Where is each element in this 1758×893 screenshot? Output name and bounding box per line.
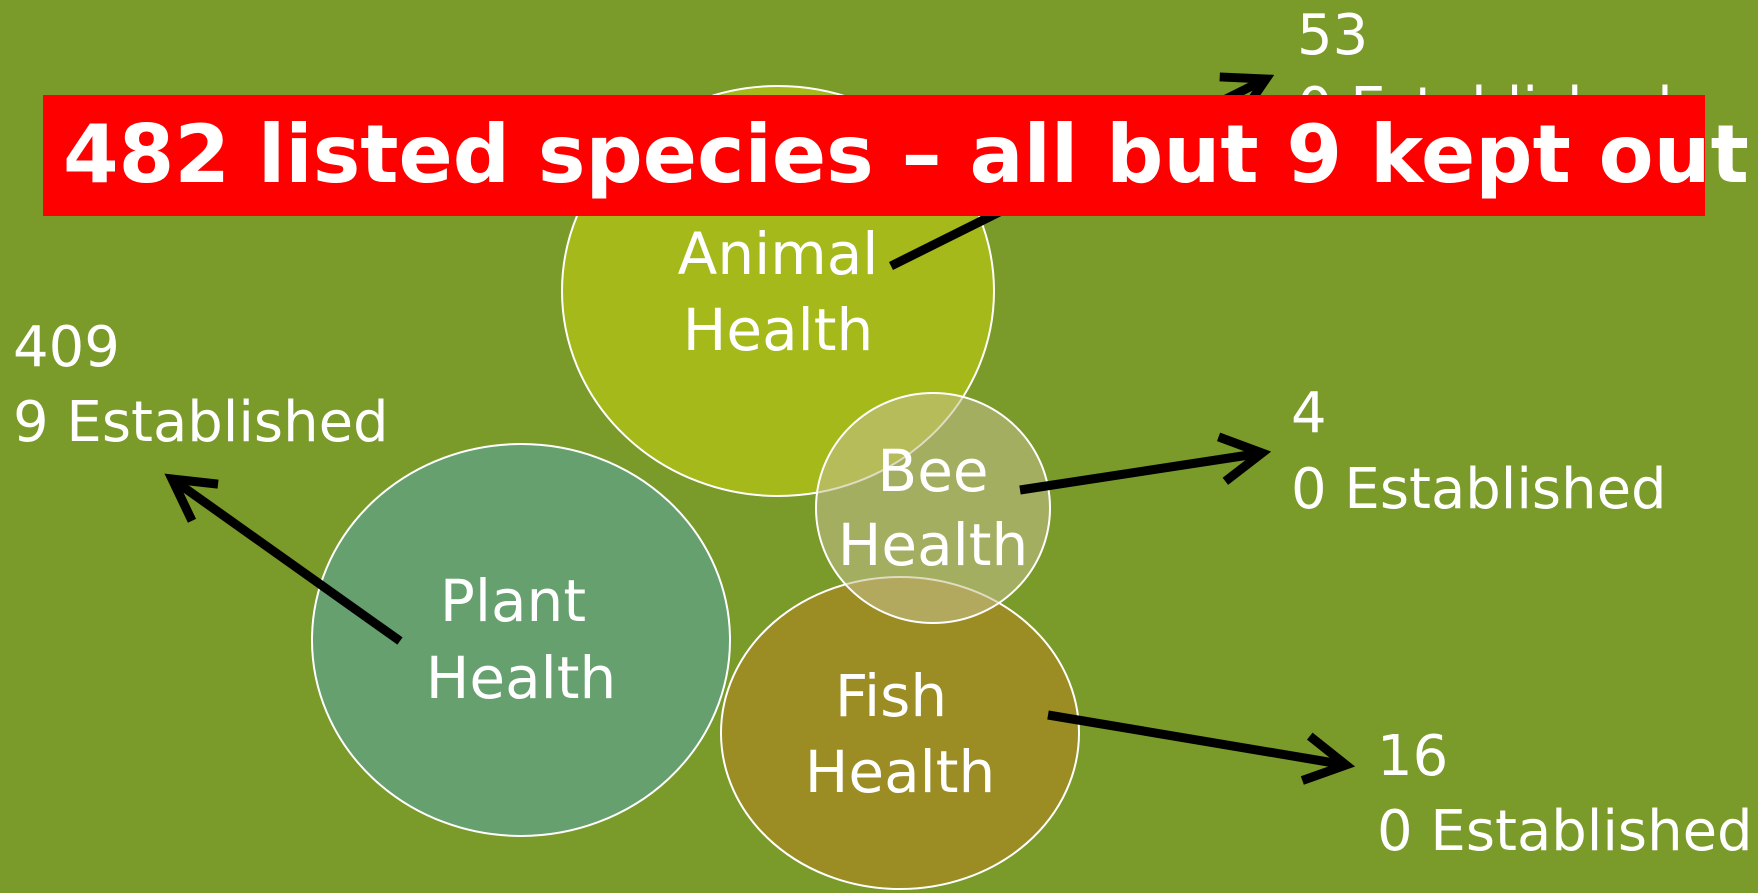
node-label: Fish — [835, 662, 947, 730]
plant-circle — [311, 443, 731, 837]
count: 53 — [1297, 3, 1368, 68]
node-label: Health — [426, 644, 616, 712]
node-label: Bee — [877, 437, 988, 505]
node-label: Health — [683, 296, 873, 364]
node-label: Plant — [440, 567, 586, 635]
node-label: Animal — [678, 220, 879, 288]
arrow — [1019, 453, 1262, 495]
node-label: Health — [805, 738, 995, 806]
established: 0 Established — [1377, 799, 1753, 864]
banner — [43, 95, 1705, 216]
arrow — [172, 479, 403, 645]
node-label: Health — [838, 511, 1028, 579]
bee-circle — [815, 392, 1051, 624]
established: 9 Established — [13, 390, 389, 455]
established: 0 Established — [1291, 457, 1667, 522]
count: 16 — [1377, 724, 1448, 789]
fish-circle — [720, 576, 1080, 890]
arrow — [1047, 710, 1346, 765]
count: 409 — [13, 315, 120, 380]
banner-title: 482 listed species – all but 9 kept out — [63, 108, 1749, 201]
count: 4 — [1291, 381, 1327, 446]
